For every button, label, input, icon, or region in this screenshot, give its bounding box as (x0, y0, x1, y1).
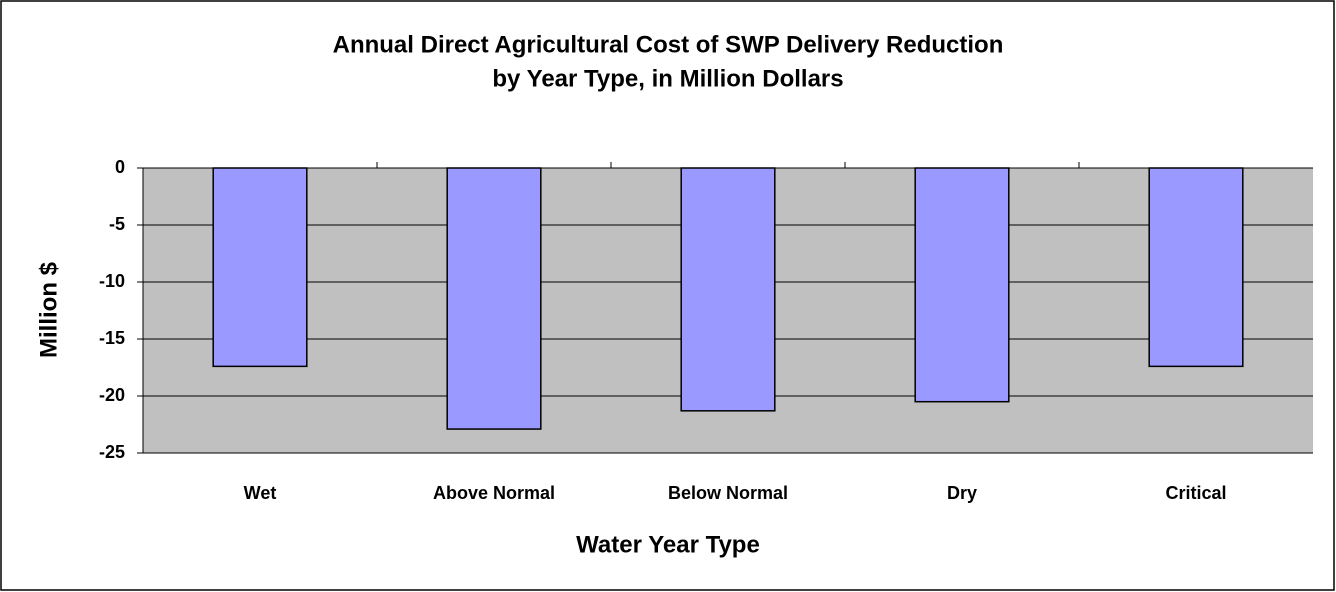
y-axis-label: Million $ (35, 261, 62, 358)
x-tick-label: Below Normal (668, 483, 788, 503)
x-tick-label: Critical (1165, 483, 1226, 503)
chart-title: Annual Direct Agricultural Cost of SWP D… (333, 31, 1004, 58)
y-tick-label: 0 (115, 157, 125, 177)
x-tick-label: Wet (244, 483, 277, 503)
x-axis-label: Water Year Type (576, 531, 760, 558)
bar (446, 167, 542, 430)
y-tick-label: -15 (99, 328, 125, 348)
y-tick-label: -5 (109, 214, 125, 234)
bar (680, 167, 776, 412)
chart-title: by Year Type, in Million Dollars (492, 65, 843, 92)
bar (914, 167, 1010, 403)
y-tick-label: -10 (99, 271, 125, 291)
y-tick-label: -25 (99, 442, 125, 462)
y-tick-label: -20 (99, 385, 125, 405)
bar (1148, 167, 1244, 368)
x-tick-label: Above Normal (433, 483, 555, 503)
bar (212, 167, 308, 368)
x-tick-label: Dry (947, 483, 977, 503)
